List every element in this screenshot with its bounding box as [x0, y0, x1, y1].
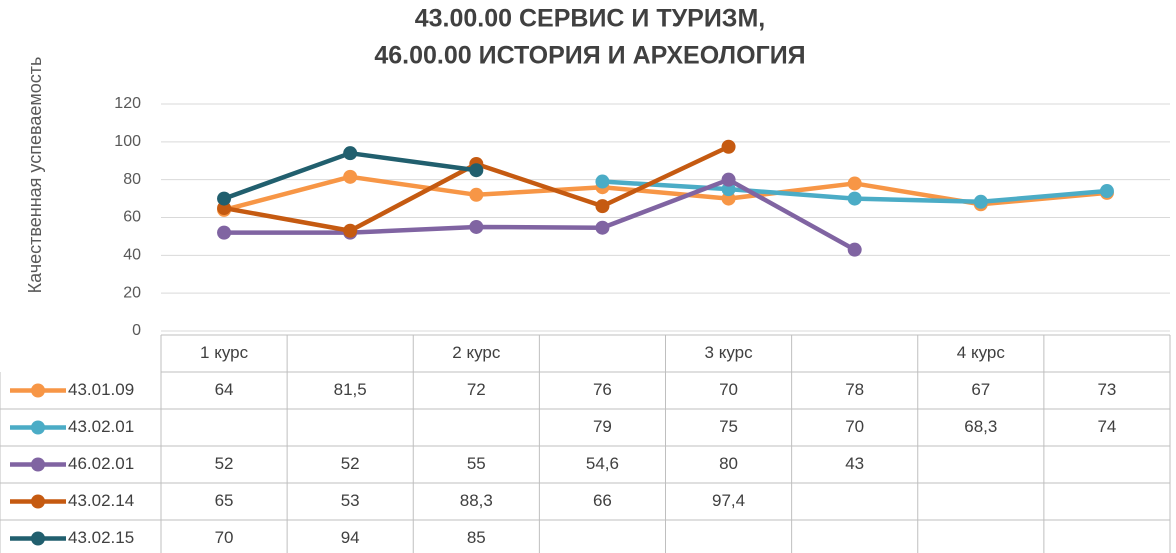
table-value: 80 [719, 454, 738, 473]
point [595, 199, 610, 214]
table-value: 73 [1097, 380, 1116, 399]
table-value: 70 [845, 417, 864, 436]
table-value: 70 [215, 528, 234, 547]
legend-label: 43.02.14 [68, 491, 134, 510]
point [847, 242, 862, 257]
legend-label: 43.02.15 [68, 528, 134, 547]
legend-swatch-marker [31, 457, 45, 472]
y-tick-label: 20 [123, 284, 141, 301]
legend-label: 43.01.09 [68, 380, 134, 399]
y-tick-label: 80 [123, 171, 141, 188]
table-value: 88,3 [460, 491, 493, 510]
point [847, 191, 862, 206]
chart-title: 43.00.00 СЕРВИС И ТУРИЗМ, [415, 5, 766, 33]
x-tick-label: 3 курс [705, 343, 754, 362]
y-tick-label: 40 [123, 247, 141, 264]
table-value: 70 [719, 380, 738, 399]
chart-title: 46.00.00 ИСТОРИЯ И АРХЕОЛОГИЯ [374, 42, 805, 70]
table-value: 97,4 [712, 491, 745, 510]
point [469, 187, 484, 202]
series-line [224, 177, 856, 252]
y-tick-label: 0 [132, 322, 141, 339]
table-value: 52 [215, 454, 234, 473]
legend-swatch-marker [31, 383, 45, 398]
point [721, 172, 736, 187]
legend-swatch-marker [31, 531, 45, 546]
x-tick-label: 1 курс [200, 343, 249, 362]
point [217, 191, 232, 206]
table-value: 54,6 [586, 454, 619, 473]
legend-swatch-marker [31, 420, 45, 435]
table-value: 66 [593, 491, 612, 510]
point [343, 223, 358, 238]
y-axis-label: Качественная успеваемость [25, 57, 45, 294]
y-tick-label: 100 [114, 133, 141, 150]
point [1099, 184, 1114, 199]
point [343, 169, 358, 184]
table-value: 53 [341, 491, 360, 510]
x-tick-label: 4 курс [957, 343, 1006, 362]
legend-label: 46.02.01 [68, 454, 134, 473]
y-tick-label: 60 [123, 209, 141, 226]
point [973, 194, 988, 209]
table-value: 65 [215, 491, 234, 510]
point [469, 219, 484, 234]
point [847, 176, 862, 191]
table-value: 75 [719, 417, 738, 436]
table-value: 55 [467, 454, 486, 473]
legend-swatch-marker [31, 494, 45, 509]
table-value: 74 [1097, 417, 1116, 436]
table-value: 72 [467, 380, 486, 399]
table-value: 52 [341, 454, 360, 473]
x-tick-label: 2 курс [452, 343, 501, 362]
table-value: 68,3 [964, 417, 997, 436]
table-value: 94 [341, 528, 360, 547]
table-value: 78 [845, 380, 864, 399]
point [217, 225, 232, 240]
table-value: 81,5 [334, 380, 367, 399]
point [595, 174, 610, 189]
table-value: 43 [845, 454, 864, 473]
point [595, 220, 610, 235]
point [469, 163, 484, 178]
table-value: 64 [215, 380, 234, 399]
table-value: 79 [593, 417, 612, 436]
point [343, 146, 358, 161]
point [721, 139, 736, 154]
legend-label: 43.02.01 [68, 417, 134, 436]
table-value: 67 [971, 380, 990, 399]
y-tick-label: 120 [114, 95, 141, 112]
table-value: 85 [467, 528, 486, 547]
table-value: 76 [593, 380, 612, 399]
